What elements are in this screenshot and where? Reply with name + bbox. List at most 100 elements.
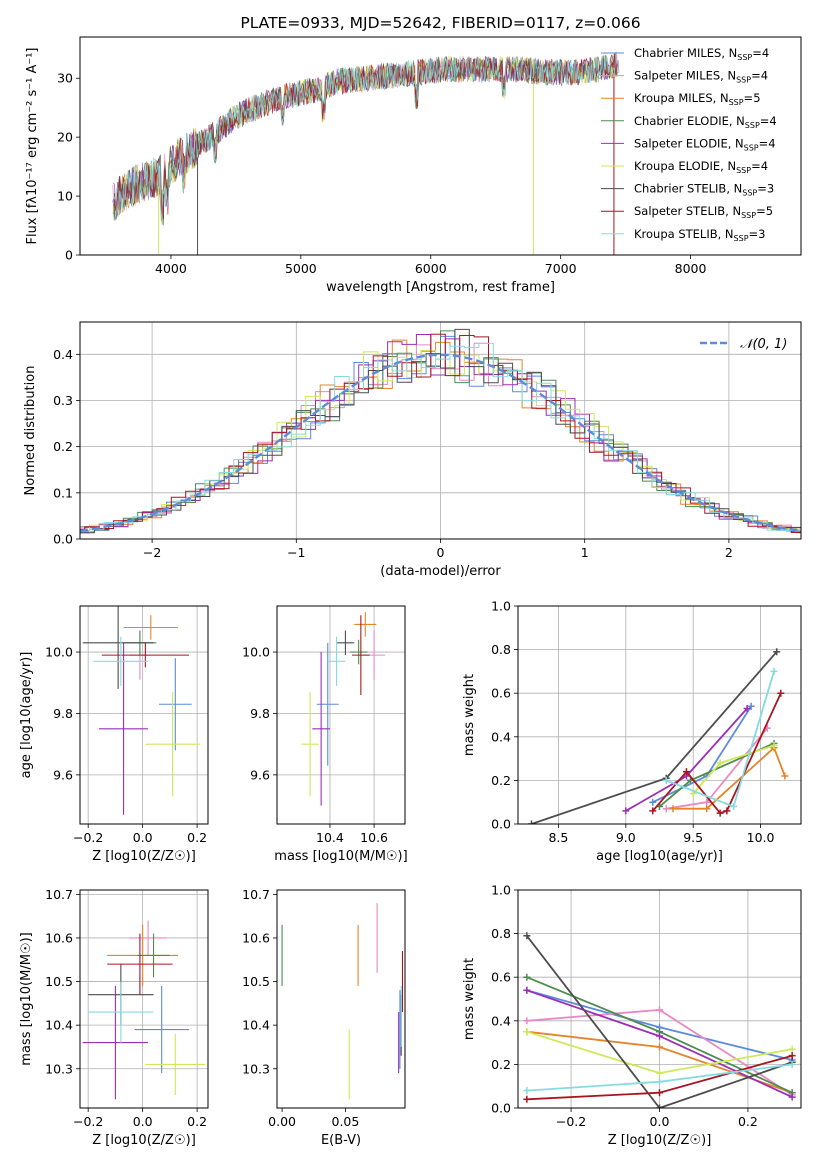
legend-sub: SSP xyxy=(742,189,757,198)
y-tick-label: 10.7 xyxy=(242,887,270,902)
x-tick-label: 8.5 xyxy=(548,830,568,845)
legend-eq: = xyxy=(751,69,761,83)
x-tick-label: 7000 xyxy=(545,261,577,276)
legend-eq: = xyxy=(759,136,769,150)
weight-marker xyxy=(523,973,531,981)
y-tick-label: 9.8 xyxy=(250,706,270,721)
y-tick-label: 0.4 xyxy=(491,729,511,744)
weight-series xyxy=(658,742,775,808)
legend-ssp: 4 xyxy=(761,159,768,173)
weight-marker xyxy=(656,1078,663,1086)
legend-eq: = xyxy=(760,114,770,128)
weight-series xyxy=(526,935,793,1108)
y-tick-label: 30 xyxy=(57,71,73,86)
axes-frame xyxy=(79,605,209,825)
x-axis-label: Z [log10(Z/Z☉)] xyxy=(92,849,196,864)
weight-marker xyxy=(773,648,781,656)
axes-spectrum: 4000 5000 6000 7000 8000 0 10 20 30 wavelength [A… xyxy=(25,48,707,296)
weight-marker xyxy=(788,1045,796,1053)
spectrum-series xyxy=(114,51,616,219)
y-tick-label: 10.0 xyxy=(45,645,73,660)
y-tick-label: 0.0 xyxy=(491,1101,511,1116)
weight-marker xyxy=(723,807,731,815)
legend-name: Salpeter ELODIE xyxy=(634,136,728,150)
legend-name: Kroupa ELODIE xyxy=(634,159,720,173)
weight-marker xyxy=(662,805,670,813)
x-axis-label: Z [log10(Z/Z☉)] xyxy=(608,1133,712,1148)
legend-label: Chabrier ELODIE, NSSP=4 xyxy=(634,114,777,130)
weight-marker xyxy=(716,759,724,767)
x-tick-label: 0.0 xyxy=(133,1114,153,1129)
weight-marker xyxy=(781,772,789,780)
weight-marker xyxy=(523,1087,531,1095)
legend-ssp: 4 xyxy=(762,46,769,60)
weight-marker xyxy=(527,820,535,824)
legend-name: Kroupa STELIB xyxy=(634,227,718,241)
histogram-series xyxy=(80,342,801,532)
x-tick-label: 9.0 xyxy=(616,830,636,845)
errorbars xyxy=(301,612,386,806)
weight-marker xyxy=(656,1089,663,1097)
y-tick-label: 1.0 xyxy=(491,599,511,614)
axes-frame xyxy=(79,321,802,540)
axes-frame xyxy=(517,889,802,1109)
legend-label: Chabrier MILES, NSSP=4 xyxy=(634,46,769,62)
weight-marker xyxy=(747,702,755,710)
y-tick-label: 0 xyxy=(65,248,73,263)
legend-ssp: 5 xyxy=(766,204,773,218)
y-tick-label: 0.6 xyxy=(491,970,511,985)
legend-sub: SSP xyxy=(736,76,751,85)
legend-sub: SSP xyxy=(734,234,749,243)
axes-mass_weight_vs_Z: −0.2 0.0 0.2 0.0 0.2 0.4 0.6 0.8 1.0 Z [log10(Z/Z… xyxy=(462,883,801,1148)
weight-marker xyxy=(523,1095,531,1103)
legend-ssp: 5 xyxy=(753,91,760,105)
normal-curve xyxy=(80,353,801,533)
histogram-series xyxy=(80,349,801,534)
weight-marker xyxy=(716,809,724,817)
y-tick-label: 0.1 xyxy=(53,485,73,500)
y-tick-label: 0.6 xyxy=(491,686,511,701)
errorbars xyxy=(82,606,200,815)
legend-sub: SSP xyxy=(745,121,760,130)
legend-name: Salpeter STELIB xyxy=(634,204,725,218)
legend-n: , N xyxy=(725,204,741,218)
y-tick-label: 0.0 xyxy=(53,532,73,547)
y-tick-label: 10.3 xyxy=(45,1061,73,1076)
legend-ssp: 4 xyxy=(768,136,775,150)
weight-marker xyxy=(703,805,711,813)
y-tick-label: 0.0 xyxy=(491,817,511,832)
legend-n: , N xyxy=(729,114,745,128)
weight-marker xyxy=(649,798,657,806)
x-tick-label: −2 xyxy=(143,545,161,560)
x-tick-label: 0.05 xyxy=(332,1114,360,1129)
y-tick-label: 10 xyxy=(57,189,73,204)
y-tick-label: 0.3 xyxy=(53,393,73,408)
y-tick-label: 1.0 xyxy=(491,883,511,898)
legend-ssp: 4 xyxy=(769,114,776,128)
weight-marker xyxy=(669,805,677,813)
weight-marker xyxy=(656,1043,663,1051)
legend-name: Kroupa MILES xyxy=(634,91,713,105)
legend-n: , N xyxy=(721,46,737,60)
weight-marker xyxy=(703,798,711,806)
histograms xyxy=(80,328,801,536)
x-tick-label: −1 xyxy=(287,545,305,560)
weight-marker xyxy=(523,986,531,994)
axes-frame xyxy=(79,889,209,1109)
y-tick-label: 10.7 xyxy=(45,887,73,902)
legend-eq: = xyxy=(751,159,761,173)
errorbars xyxy=(281,903,404,1100)
legend-label: Kroupa ELODIE, NSSP=4 xyxy=(634,159,768,175)
weight-marker xyxy=(523,932,531,940)
weight-marker xyxy=(788,1052,796,1060)
y-tick-label: 0.2 xyxy=(491,773,511,788)
x-tick-label: 10.0 xyxy=(747,830,775,845)
weight-marker xyxy=(730,803,738,811)
x-axis-label: wavelength [Angstrom, rest frame] xyxy=(326,280,555,295)
x-tick-label: 0.2 xyxy=(187,830,207,845)
x-tick-label: 0.2 xyxy=(738,1114,758,1129)
legend-name: Chabrier ELODIE xyxy=(634,114,729,128)
weight-lines xyxy=(523,932,796,1108)
y-axis-label: mass weight xyxy=(462,674,477,756)
